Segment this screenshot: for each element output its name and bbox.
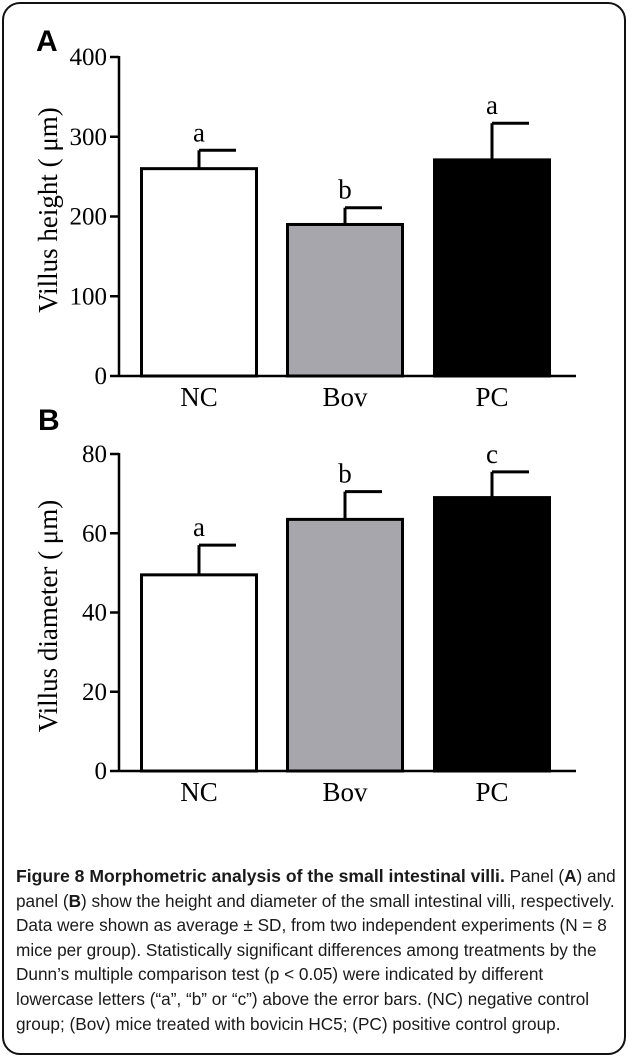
- panel-a-plot: 0 100 200 300 400 a NC b Bov a PC: [70, 44, 576, 412]
- caption-body-1: Panel (: [509, 866, 565, 886]
- bar-nc: [140, 167, 258, 378]
- caption-title: Figure 8 Morphometric analysis of the sm…: [16, 866, 505, 886]
- category-label: NC: [180, 382, 218, 412]
- category-label: Bov: [322, 777, 368, 807]
- y-tick-label: 60: [82, 520, 107, 547]
- category-label: Bov: [322, 382, 368, 412]
- significance-label: a: [486, 90, 498, 120]
- y-tick-label: 40: [82, 600, 107, 627]
- panel-b-plot: 0 20 40 60 80 a NC b Bov c PC: [82, 439, 576, 807]
- y-tick-label: 20: [82, 679, 107, 706]
- significance-label: c: [486, 439, 498, 469]
- y-tick-label: 80: [82, 441, 107, 468]
- y-tick-label: 0: [95, 758, 108, 785]
- caption-body-2: ) and panel (: [16, 866, 616, 911]
- bar-nc: [140, 573, 258, 773]
- y-tick-label: 300: [70, 124, 108, 151]
- figure-caption: Figure 8 Morphometric analysis of the sm…: [16, 864, 616, 1036]
- caption-body-a: A: [564, 866, 577, 886]
- bar-pc: [433, 496, 551, 773]
- panel-a-label: A: [36, 25, 58, 58]
- y-tick-label: 200: [70, 204, 108, 231]
- bar-pc: [433, 158, 551, 378]
- panel-a-ylabel: Villus height ( μm): [33, 107, 63, 313]
- panel-a: A Villus height ( μm) 0 100 200 300 400 a NC b B…: [33, 25, 576, 412]
- caption-body-3: ) show the height and diameter of the sm…: [16, 890, 615, 1034]
- category-label: PC: [475, 382, 508, 412]
- y-tick-label: 100: [70, 283, 108, 310]
- significance-label: a: [193, 512, 205, 542]
- significance-label: b: [338, 459, 352, 489]
- figure-frame: [2, 2, 626, 1055]
- panel-b-ylabel: Villus diameter ( μm): [33, 500, 63, 733]
- panel-b-label: B: [38, 404, 60, 437]
- caption-body-b: B: [68, 890, 81, 911]
- bar-bov: [286, 517, 404, 773]
- panel-b: B Villus diameter ( μm) 0 20 40 60 80 a NC b Bov…: [33, 404, 576, 807]
- category-label: PC: [475, 777, 508, 807]
- figure-svg: A Villus height ( μm) 0100200300400aNCbB…: [33, 25, 576, 807]
- significance-label: b: [338, 175, 352, 205]
- significance-label: a: [193, 117, 205, 147]
- bar-bov: [286, 222, 404, 378]
- y-tick-label: 400: [70, 44, 108, 71]
- y-tick-label: 0: [95, 363, 108, 390]
- category-label: NC: [180, 777, 218, 807]
